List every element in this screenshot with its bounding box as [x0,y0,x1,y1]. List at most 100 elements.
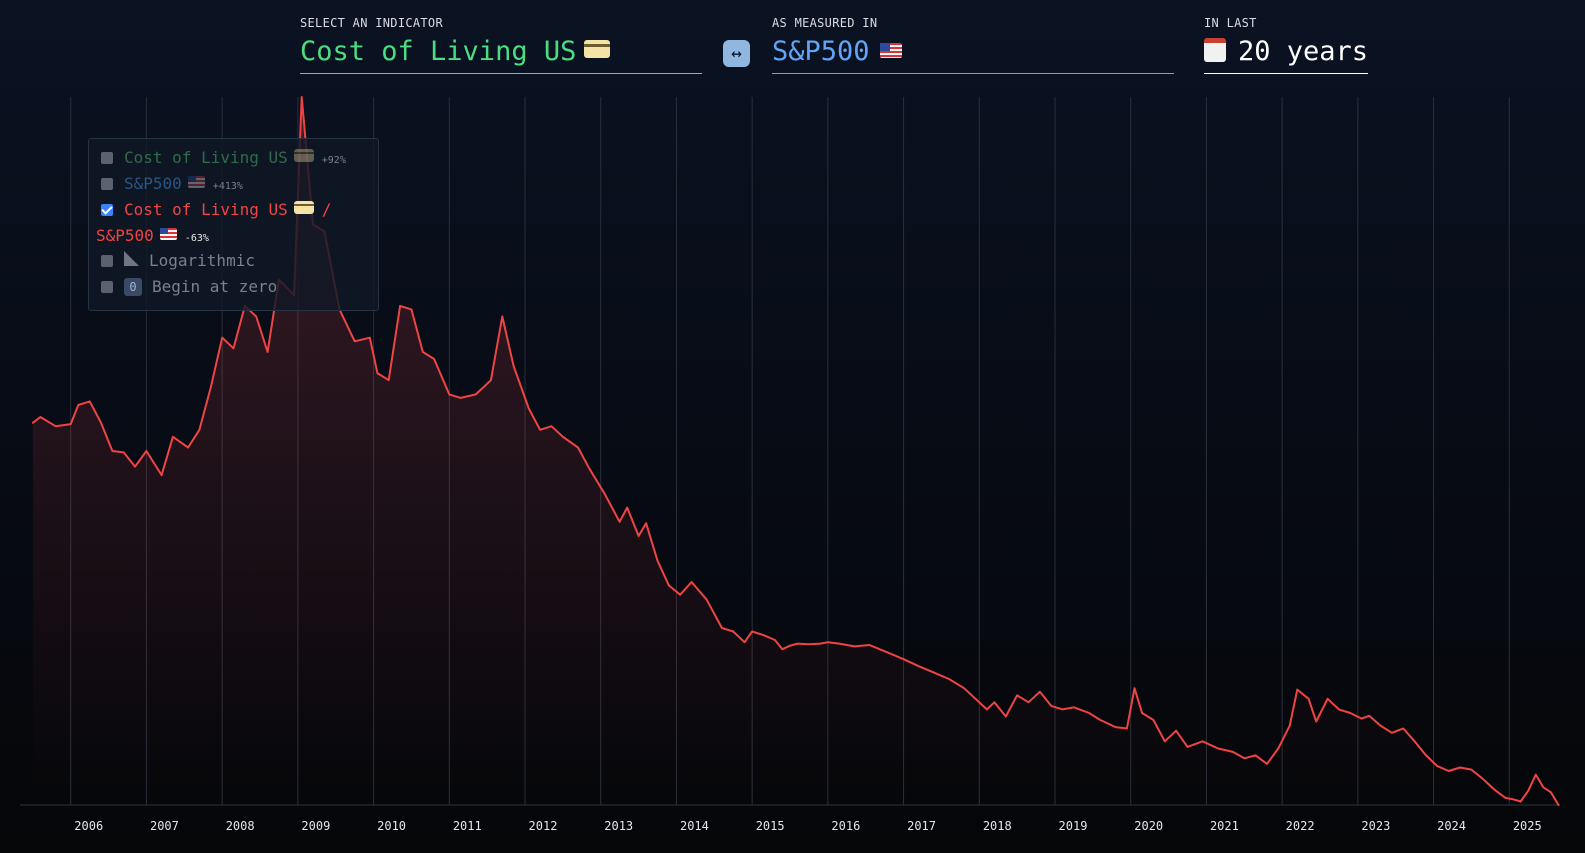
ratio-data-point [732,630,734,633]
measure-checkbox[interactable] [101,178,113,190]
indicator-value: Cost of Living US [300,36,577,67]
ratio-data-point [868,644,871,646]
begin-at-zero-label: Begin at zero [152,277,278,296]
ratio-data-point [1061,708,1064,711]
ratio-data-point [433,358,435,360]
ratio-data-point [39,416,42,418]
us-flag-icon [879,43,902,58]
ratio-data-point [100,421,102,424]
logarithmic-toggle[interactable]: Logarithmic [101,251,255,270]
ratio-data-point [1005,715,1007,718]
x-tick-label: 2008 [226,819,255,833]
legend-item-ratio-line2: S&P500 -63% [96,226,209,245]
ratio-data-point [221,336,223,339]
ratio-data-point [1243,757,1246,760]
ratio-data-point [721,627,723,629]
ratio-data-point [539,429,541,431]
measure-field[interactable]: S&P500 [772,36,1174,74]
swap-button[interactable]: ↔ [723,40,750,67]
ratio-data-point [618,521,621,523]
range-field[interactable]: 20 years [1204,36,1369,74]
ratio-data-point [550,425,553,428]
legend-item-ratio[interactable]: Cost of Living US / [101,200,331,219]
ratio-data-point [796,642,799,645]
legend-indicator-label: Cost of Living US [124,148,288,167]
ratio-data-point [1186,746,1189,748]
x-tick-label: 2014 [680,819,709,833]
ratio-checkbox[interactable] [101,204,113,216]
ratio-data-point [1050,705,1052,707]
ratio-data-point [77,404,80,406]
begin-at-zero-toggle[interactable]: 0 Begin at zero [101,277,277,296]
zero-icon: 0 [124,278,142,296]
x-tick-label: 2018 [983,819,1012,833]
ratio-data-point [1413,740,1416,743]
x-tick-label: 2016 [831,819,860,833]
ratio-data-point [1114,726,1117,728]
indicator-selector[interactable]: SELECT AN INDICATOR Cost of Living US [300,16,702,74]
calendar-icon [1204,38,1226,62]
indicator-field[interactable]: Cost of Living US [300,36,702,74]
ratio-data-point [160,474,163,476]
ratio-data-point [300,96,303,98]
x-tick-label: 2015 [756,819,785,833]
ratio-data-point [626,506,628,509]
ratio-data-point [266,351,269,353]
ratio-data-point [490,379,492,382]
ratio-data-point [1542,786,1545,789]
measure-selector[interactable]: AS MEASURED IN S&P500 [772,16,1174,74]
logarithmic-checkbox[interactable] [101,255,113,267]
ratio-data-point [679,593,681,596]
ratio-data-point [562,436,564,438]
range-selector[interactable]: IN LAST 20 years [1204,16,1369,74]
us-flag-icon [159,228,177,240]
ratio-data-point [1470,768,1473,771]
x-tick-label: 2020 [1134,819,1163,833]
ratio-data-point [1550,791,1552,794]
legend-item-measure[interactable]: S&P500 +413% [101,174,243,193]
ratio-data-point [656,559,659,562]
x-tick-label: 2007 [150,819,179,833]
ratio-data-point [1326,698,1329,700]
ratio-data-point [1379,724,1382,727]
indicator-checkbox[interactable] [101,152,113,164]
ratio-data-point [751,630,753,633]
ratio-data-point [376,372,379,374]
ratio-data-point [1504,797,1507,799]
ratio-area [32,97,1559,805]
begin-at-zero-checkbox[interactable] [101,281,113,293]
x-tick-label: 2021 [1210,819,1239,833]
ratio-data-point [32,421,34,424]
ratio-data-point [690,581,693,583]
ratio-data-point [1402,727,1405,730]
measure-value: S&P500 [772,36,870,67]
ratio-data-point [1277,747,1280,750]
legend-item-indicator[interactable]: Cost of Living US +92% [101,148,346,167]
ratio-data-point [1266,763,1268,765]
ratio-data-point [986,708,988,711]
ratio-data-point [1254,754,1257,757]
x-tick-label: 2024 [1437,819,1466,833]
ratio-data-point [1436,765,1439,767]
ratio-data-point [781,648,784,650]
x-tick-label: 2012 [529,819,558,833]
ratio-data-point [838,642,840,645]
ratio-data-point [774,639,776,641]
ratio-data-point [1527,790,1529,792]
ratio-data-point [172,436,174,438]
ratio-data-point [1039,690,1041,693]
ratio-data-point [1152,719,1155,721]
ratio-data-point [54,425,57,428]
x-tick-label: 2006 [74,819,103,833]
credit-card-icon [584,40,611,58]
ratio-data-point [902,658,905,660]
ratio-data-point [1232,751,1234,753]
ratio-data-point [1482,778,1484,780]
ratio-data-point [637,535,640,537]
ratio-data-point [1126,727,1128,730]
ratio-data-point [668,584,670,587]
ratio-data-point [353,340,356,343]
ratio-data-point [1447,770,1450,772]
ratio-data-point [577,446,579,449]
